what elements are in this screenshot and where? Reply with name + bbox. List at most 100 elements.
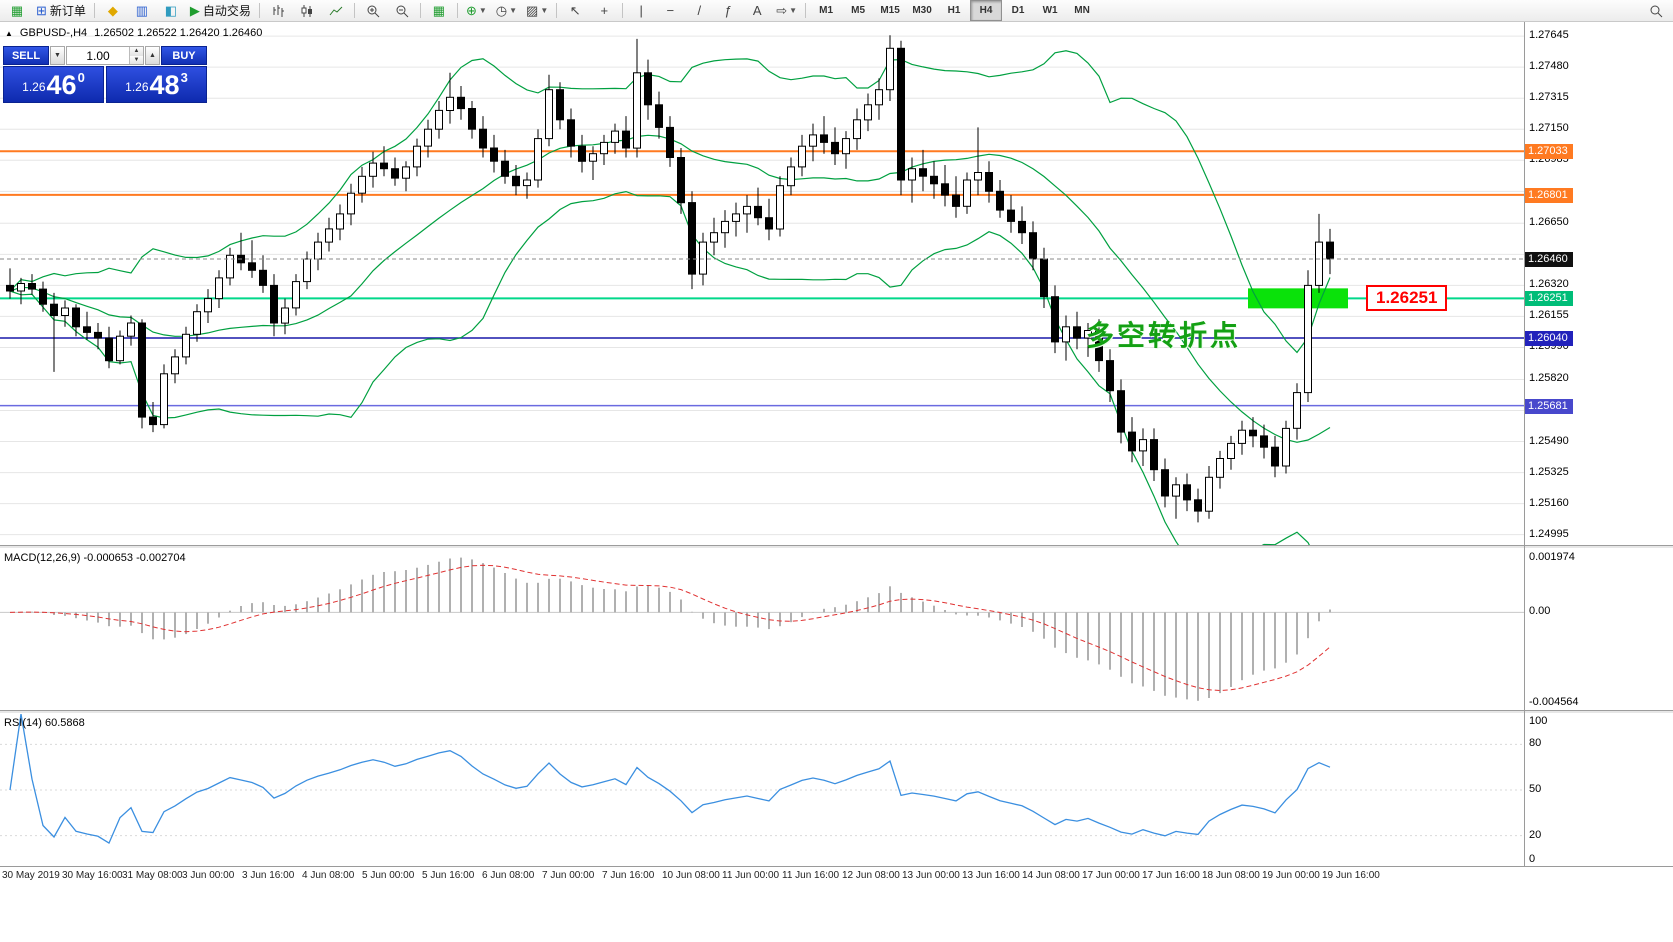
toolbar-separator (419, 3, 421, 18)
time-axis-label: 30 May 16:00 (62, 870, 123, 881)
axis-label: 1.27645 (1529, 29, 1569, 42)
axis-label: 1.27480 (1529, 60, 1569, 73)
sell-price-button[interactable]: 1.26 46 0 (3, 66, 104, 103)
axis-label: 1.27315 (1529, 91, 1569, 104)
rsi-value: 60.5868 (44, 717, 85, 729)
chevron-down-icon: ▼ (509, 5, 518, 15)
sell-button[interactable]: SELL (3, 46, 49, 65)
new-order-icon: ⊞ (36, 3, 47, 18)
arrows-button[interactable]: ⇨ ▼ (772, 0, 801, 21)
axis-label: 100 (1529, 715, 1548, 727)
text-button[interactable]: A (743, 0, 771, 21)
new-chart-button[interactable]: ▦ (3, 0, 31, 21)
current-price-badge: 1.26460 (1525, 252, 1573, 268)
cursor-icon: ↖ (569, 3, 581, 18)
timeframe-D1[interactable]: D1 (1011, 5, 1025, 16)
crosshair-button[interactable]: + (590, 0, 618, 21)
timeframe-M5[interactable]: M5 (851, 5, 866, 16)
toolbar-separator (93, 3, 95, 18)
time-axis-label: 19 Jun 00:00 (1262, 870, 1320, 881)
bar-chart-button[interactable] (264, 0, 292, 21)
buy-price-button[interactable]: 1.26 48 3 (106, 66, 207, 103)
templates-button[interactable]: ▨ ▼ (522, 0, 552, 21)
candlestick-chart-icon (301, 4, 312, 17)
buy-price-sup: 3 (180, 70, 188, 85)
time-axis-label: 14 Jun 08:00 (1022, 870, 1080, 881)
volume-input[interactable] (67, 47, 129, 64)
arrow-object-icon: ⇨ (776, 3, 788, 18)
autotrading-icon: ▶ (189, 3, 200, 18)
time-axis-label: 3 Jun 00:00 (182, 870, 235, 881)
volume-up-button[interactable]: ▲ (130, 47, 143, 56)
timeframe-M15[interactable]: M15 (880, 5, 900, 16)
pane-splitter[interactable] (0, 545, 1673, 549)
price-level-badge: 1.26251 (1525, 291, 1573, 307)
indicators-icon: ⊕ (465, 3, 477, 18)
time-axis-label: 12 Jun 08:00 (842, 870, 900, 881)
buy-button[interactable]: BUY (161, 46, 207, 65)
axis-label: 1.25490 (1529, 434, 1569, 447)
chevron-down-icon: ▼ (478, 5, 487, 15)
autotrading-button[interactable]: ▶ 自动交易 (186, 0, 255, 21)
horizontal-line-button[interactable]: − (656, 0, 684, 21)
timeframe-H1[interactable]: H1 (947, 5, 961, 16)
macd-name: MACD(12,26,9) (4, 552, 81, 564)
crosshair-icon: + (600, 3, 609, 18)
new-chart-icon: ▦ (10, 3, 24, 18)
periods-button[interactable]: ◷ ▼ (492, 0, 521, 21)
timeframe-W1[interactable]: W1 (1042, 5, 1058, 16)
axis-label: 0.00 (1529, 605, 1551, 618)
zoom-in-button[interactable] (359, 0, 387, 21)
zoom-out-button[interactable] (388, 0, 416, 21)
price-chart[interactable] (0, 22, 1524, 545)
time-axis-label: 3 Jun 16:00 (242, 870, 295, 881)
time-axis[interactable] (0, 866, 1673, 890)
fibonacci-button[interactable]: ƒ (714, 0, 742, 21)
pane-splitter[interactable] (0, 710, 1673, 714)
axis-label: 1.26320 (1529, 278, 1569, 291)
toolbar-separator (556, 3, 558, 18)
vertical-line-icon: | (639, 3, 643, 18)
price-axis-border (1524, 22, 1525, 866)
line-chart-button[interactable] (322, 0, 350, 21)
trendline-button[interactable]: / (685, 0, 713, 21)
grid-icon: ▦ (432, 3, 446, 18)
search-icon (1650, 5, 1663, 17)
fibonacci-icon: ƒ (724, 3, 732, 18)
market-watch-icon: ▥ (135, 3, 149, 18)
autotrading-label: 自动交易 (202, 4, 251, 18)
timeframe-M1[interactable]: M1 (819, 5, 834, 16)
market-watch-button[interactable]: ▥ (128, 0, 156, 21)
grid-button[interactable]: ▦ (425, 0, 453, 21)
navigator-button[interactable]: ◧ (157, 0, 185, 21)
toolbar: ▦ ⊞ 新订单 ◆ ▥ ◧ ▶ 自动交易 ▦ ⊕ (0, 0, 1673, 22)
candlestick-chart-button[interactable] (293, 0, 321, 21)
rsi-label: RSI(14) 60.5868 (4, 717, 85, 729)
macd-pane[interactable] (0, 549, 1524, 710)
metaeditor-icon: ◆ (107, 3, 118, 18)
clock-icon: ◷ (495, 3, 508, 18)
chevron-down-icon: ▼ (789, 5, 798, 15)
toolbar-separator (622, 3, 624, 18)
cursor-button[interactable]: ↖ (561, 0, 589, 21)
sell-dropdown[interactable]: ▼ (50, 46, 65, 65)
timeframe-MN[interactable]: MN (1074, 5, 1090, 16)
timeframe-H4[interactable]: H4 (970, 0, 1003, 21)
buy-dropdown[interactable]: ▲ (145, 46, 160, 65)
axis-label: 1.25325 (1529, 465, 1569, 478)
new-order-button[interactable]: ⊞ 新订单 (32, 0, 90, 21)
timeframe-M30[interactable]: M30 (912, 5, 932, 16)
zoom-out-icon (396, 5, 409, 17)
rsi-pane[interactable] (0, 714, 1524, 866)
axis-label: 20 (1529, 828, 1542, 841)
annotation-text: 多空转折点 (1086, 320, 1242, 351)
trendline-icon: / (697, 3, 702, 18)
axis-label: 1.25160 (1529, 496, 1569, 509)
axis-label: 1.26650 (1529, 216, 1569, 229)
metaeditor-button[interactable]: ◆ (99, 0, 127, 21)
volume-down-button[interactable]: ▼ (130, 55, 143, 64)
time-axis-label: 5 Jun 00:00 (362, 870, 415, 881)
vertical-line-button[interactable]: | (627, 0, 655, 21)
search-button[interactable] (1642, 0, 1670, 21)
indicators-button[interactable]: ⊕ ▼ (462, 0, 491, 21)
